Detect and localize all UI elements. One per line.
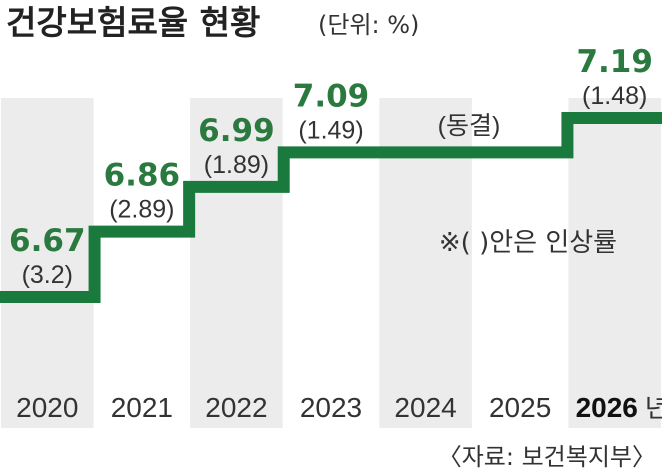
x-tick-2024: 2024 (394, 392, 456, 423)
freeze-label: (동결) (438, 112, 501, 140)
year-column-2026 (568, 98, 661, 428)
value-label-2021: 6.86 (104, 158, 181, 194)
x-tick-2026: 2026 (576, 392, 638, 423)
value-labels: 6.67(3.2) 6.86(2.89) 6.99(1.89) 7.09(1.49) 7… (9, 44, 653, 289)
change-label-2021: (2.89) (109, 196, 174, 224)
change-label-2023: (1.49) (298, 116, 363, 144)
x-tick-2021: 2021 (111, 392, 173, 423)
source-label: 〈자료: 보건복지부〉 (438, 443, 656, 471)
x-tick-2025: 2025 (489, 392, 551, 423)
value-label-2026: 7.19 (576, 44, 653, 80)
year-column-2020 (1, 98, 94, 428)
unit-label: (단위: %) (318, 11, 419, 39)
value-label-2022: 6.99 (198, 113, 275, 149)
value-label-2023: 7.09 (293, 78, 370, 114)
change-label-2022: (1.89) (204, 151, 269, 179)
x-tick-2023: 2023 (300, 392, 362, 423)
change-label-2026: (1.48) (582, 82, 647, 110)
rate-step-line (0, 112, 662, 303)
change-label-2020: (3.2) (22, 261, 73, 289)
value-label-2020: 6.67 (9, 223, 86, 259)
year-column-2022 (190, 98, 283, 428)
note-label: ※( )안은 인상률 (439, 228, 617, 258)
x-tick-2020: 2020 (16, 392, 78, 423)
x-tick-2022: 2022 (205, 392, 267, 423)
chart-title: 건강보험료율 현황 (6, 3, 260, 42)
year-columns (1, 98, 661, 428)
x-tick-suffix: 년 (645, 394, 662, 424)
x-axis: 2020 2021 2022 2023 2024 2025 2026 년 (16, 392, 662, 424)
